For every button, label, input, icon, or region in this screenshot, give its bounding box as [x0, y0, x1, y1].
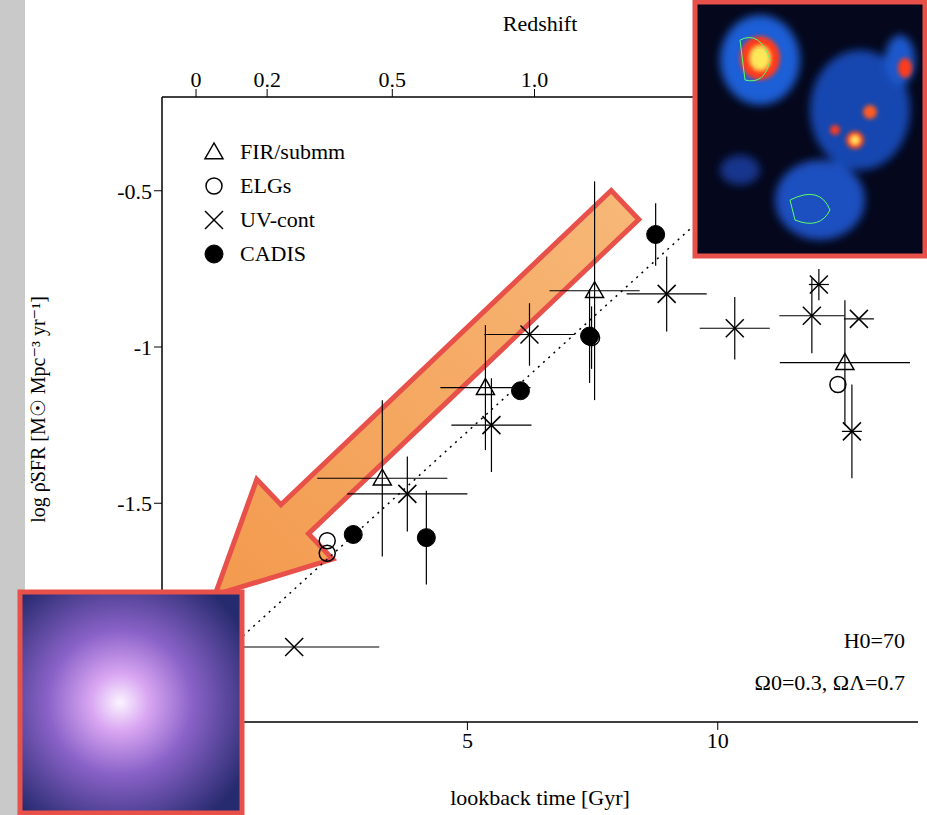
html-text:FIR/submm: FIR/submm — [240, 139, 346, 164]
html-text:H0=70: H0=70 — [843, 628, 905, 653]
html-text:UV-cont: UV-cont — [240, 207, 315, 232]
svg-text:Redshift: Redshift — [503, 11, 578, 36]
svg-text:-1.5: -1.5 — [117, 491, 152, 516]
svg-text:0.2: 0.2 — [253, 67, 281, 92]
svg-text:lookback time [Gyr]: lookback time [Gyr] — [450, 785, 630, 810]
svg-text:log ρ̇SFR [M☉ Mpc⁻³ yr⁻¹]: log ρ̇SFR [M☉ Mpc⁻³ yr⁻¹] — [27, 296, 50, 523]
svg-text:0: 0 — [191, 67, 202, 92]
html-text:Ω0=0.3, ΩΛ=0.7: Ω0=0.3, ΩΛ=0.7 — [754, 670, 905, 695]
svg-text:10: 10 — [707, 728, 729, 753]
svg-text:-0.5: -0.5 — [117, 179, 152, 204]
svg-text:-1: -1 — [134, 335, 152, 360]
html-text:ELGs: ELGs — [240, 173, 292, 198]
svg-text:0.5: 0.5 — [379, 67, 407, 92]
svg-text:1.0: 1.0 — [521, 67, 549, 92]
html-text:CADIS: CADIS — [240, 241, 306, 266]
svg-text:5: 5 — [462, 728, 473, 753]
